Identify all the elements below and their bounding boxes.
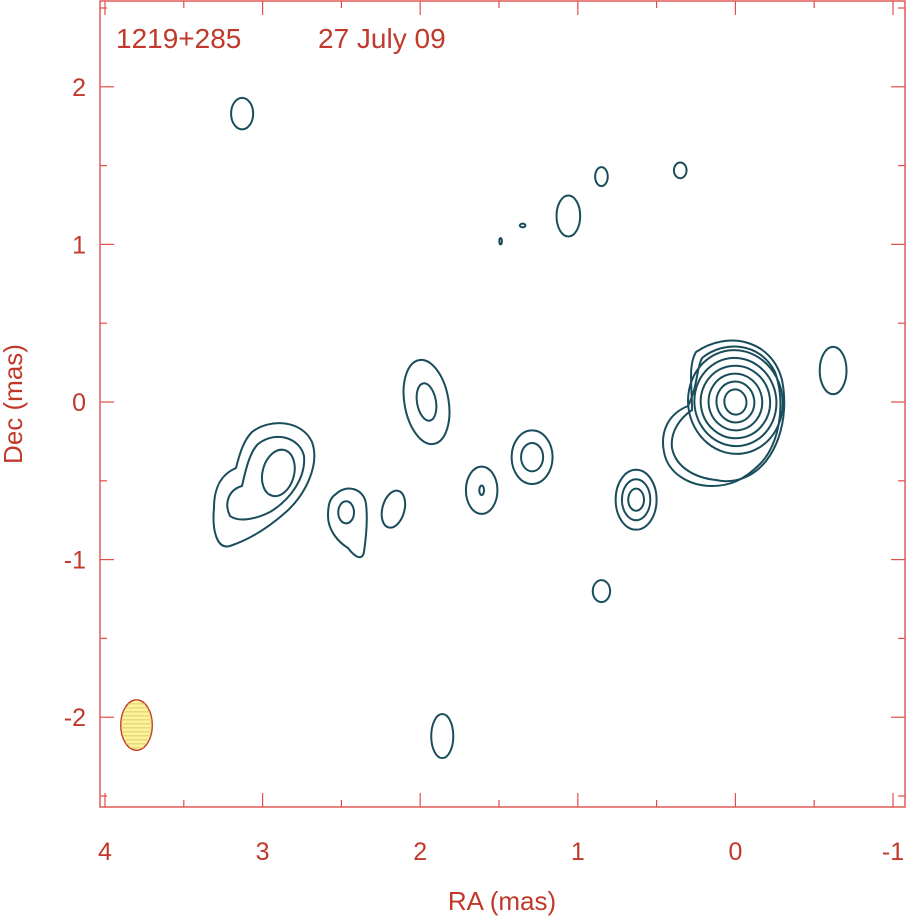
y-tick-label: 1 — [72, 231, 86, 259]
axis-ticks — [100, 1, 905, 807]
x-tick-label: 0 — [728, 838, 742, 866]
knot-upper-far-left-contour — [230, 96, 255, 131]
knot-mid-2-contour — [478, 484, 486, 496]
knot-far-left-contour — [260, 448, 296, 498]
far-left-middle-contour — [226, 435, 306, 521]
knot-upper-1-contour — [555, 194, 582, 238]
knot-center-upper-contour — [415, 382, 438, 422]
knot-upper-tiny-2-contour — [498, 237, 503, 246]
core-contour — [699, 364, 772, 440]
left-outer-contour — [326, 487, 368, 559]
core-contour — [715, 380, 756, 424]
y-tick-label: -2 — [64, 704, 86, 732]
observation-date: 27 July 09 — [318, 23, 446, 54]
knot-upper-tiny-1-contour — [518, 222, 527, 229]
plot-frame — [99, 0, 906, 808]
beam-hatching — [120, 699, 153, 749]
x-tick-label: 3 — [256, 838, 270, 866]
knot-upper-3-contour — [672, 161, 688, 180]
knot-center-upper-contour — [402, 358, 451, 446]
y-axis-label: Dec (mas) — [0, 344, 28, 464]
contour-group — [212, 339, 786, 559]
knot-left-small-contour — [380, 489, 407, 529]
knot-mid-right-contour — [620, 478, 652, 522]
source-name: 1219+285 — [116, 23, 241, 54]
y-tick-label: 0 — [72, 389, 86, 417]
beam-marker — [120, 699, 153, 751]
contour-components — [230, 96, 848, 760]
beam-ellipse — [120, 699, 153, 751]
knot-upper-2-contour — [594, 166, 609, 188]
x-tick-label: 4 — [98, 838, 112, 866]
knot-mid-contour — [520, 441, 545, 473]
knot-mid-contour — [510, 429, 554, 485]
knot-right-lower-contour — [591, 579, 612, 604]
y-tick-label: 2 — [72, 74, 86, 102]
knot-mid-2-contour — [464, 465, 499, 515]
knot-right-contour — [818, 345, 848, 396]
y-tick-label: -1 — [64, 547, 86, 575]
knot-mid-right-contour — [627, 487, 645, 512]
x-tick-label: 1 — [571, 838, 585, 866]
core-contour — [687, 349, 784, 455]
x-axis-label: RA (mas) — [448, 886, 556, 916]
x-tick-label: 2 — [413, 838, 427, 866]
core-contour — [693, 356, 778, 448]
far-left-outer-contour — [212, 422, 316, 548]
knot-left-contour — [337, 500, 356, 525]
core-tail-contour — [670, 339, 786, 483]
axis-tick-labels: 4 3 2 1 0 -1 2 1 0 -1 -2 — [64, 74, 904, 866]
knot-mid-right-contour — [614, 468, 658, 531]
core-contour — [707, 372, 764, 432]
x-tick-label: -1 — [882, 838, 904, 866]
knot-lower-left-contour — [430, 713, 455, 760]
core-contour — [723, 388, 748, 416]
